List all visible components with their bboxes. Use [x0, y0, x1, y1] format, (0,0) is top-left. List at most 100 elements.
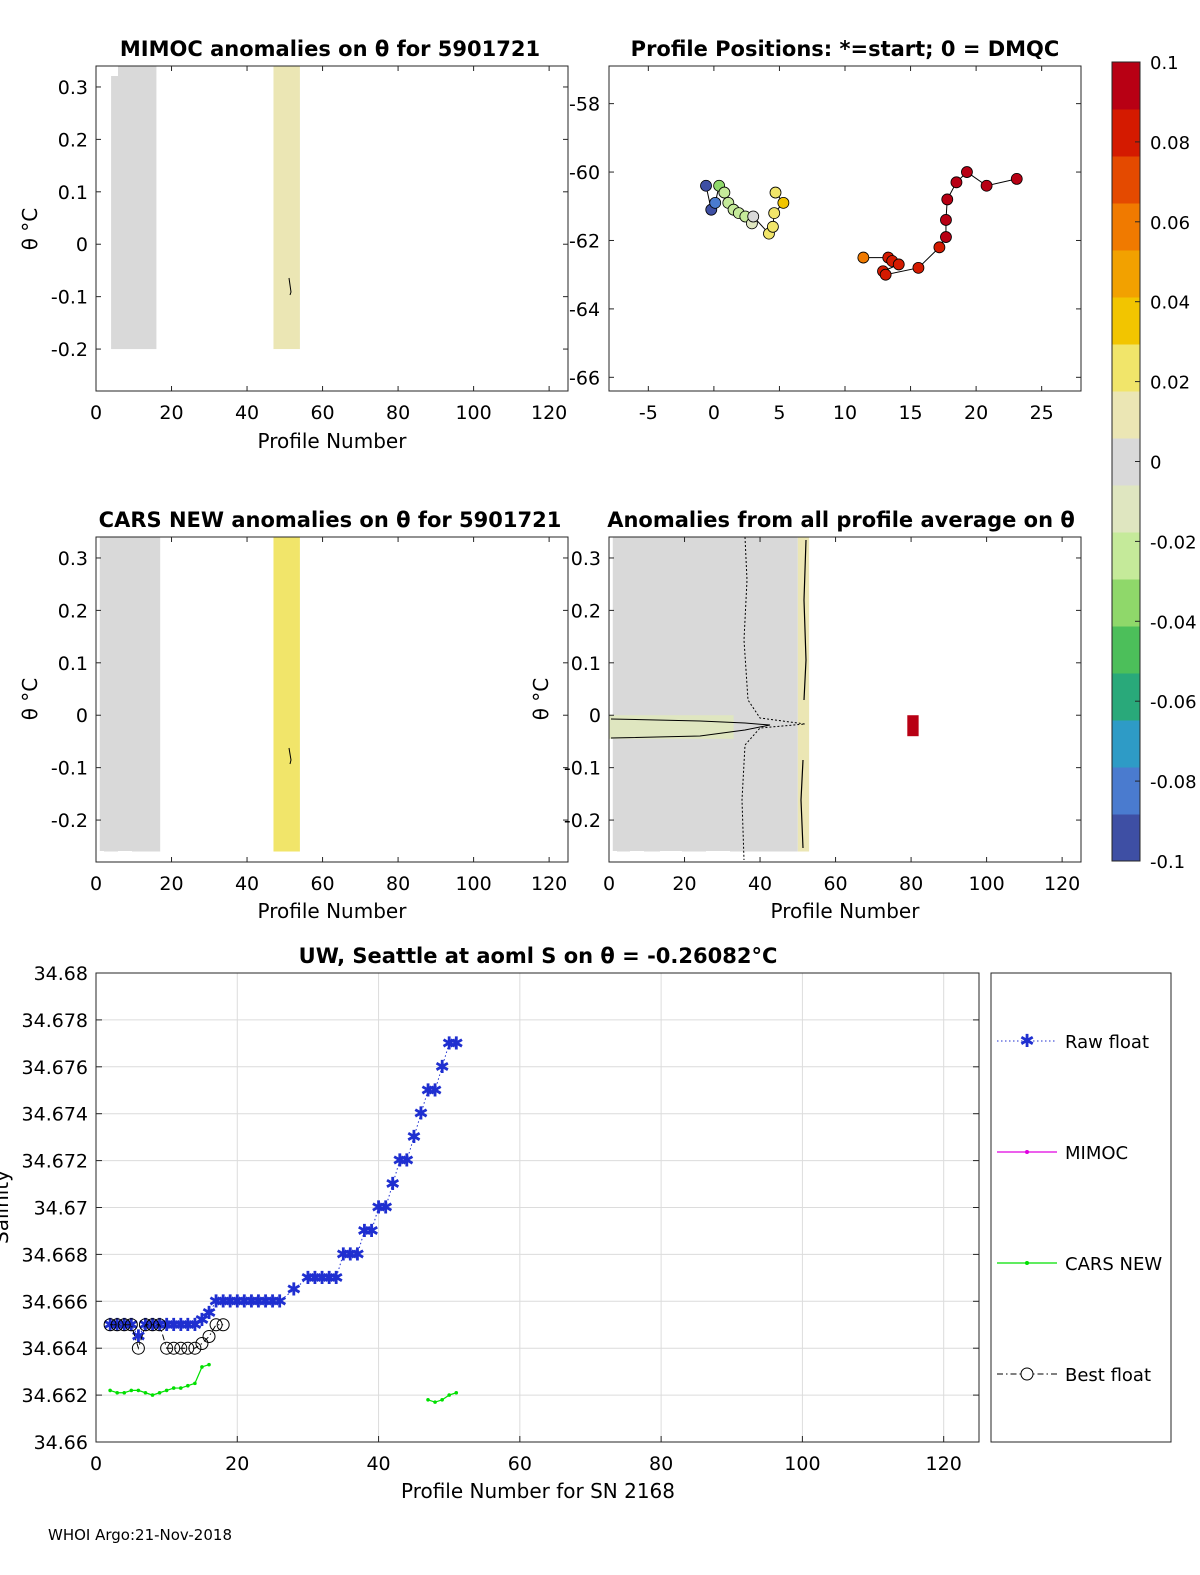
colorbar-band — [1112, 485, 1140, 533]
salinity-panel: UW, Seattle at aoml S on θ = -0.26082°C … — [0, 944, 980, 1503]
raw-float-point: ✱ — [258, 1291, 273, 1312]
cars-new-point — [193, 1381, 197, 1386]
profile-position-point — [912, 261, 925, 274]
ytick-label: 34.672 — [22, 1151, 88, 1173]
colorbar-band — [1112, 720, 1140, 768]
xtick-label: 20 — [225, 1453, 249, 1475]
best-float-point — [209, 1318, 223, 1332]
allprof-mask — [630, 851, 644, 862]
xtick-label: 40 — [235, 873, 259, 895]
legend-entry-mimoc: MIMOC — [997, 1143, 1128, 1164]
salinity-title: UW, Seattle at aoml S on θ = -0.26082°C — [299, 944, 778, 968]
cars-new-point — [129, 1388, 134, 1393]
profile-position-point — [777, 196, 790, 209]
raw-float-point: ✱ — [406, 1127, 421, 1148]
ytick-label: -0.2 — [564, 810, 601, 832]
ytick-label: 0.3 — [58, 77, 88, 99]
xtick-label: 100 — [968, 873, 1004, 895]
raw-float-point: ✱ — [435, 1057, 450, 1078]
xtick-label: 120 — [926, 1453, 962, 1475]
profile-position-point — [879, 268, 892, 281]
raw-float-point: ✱ — [322, 1268, 337, 1289]
cars-new-point — [186, 1383, 190, 1388]
heatmap-cell — [99, 537, 161, 852]
allprof-title: Anomalies from all profile average on θ — [607, 508, 1075, 532]
raw-float-point: ✱ — [244, 1291, 259, 1312]
ytick-label: -66 — [569, 367, 600, 389]
profile-position-point — [980, 179, 993, 192]
ytick-label: -0.1 — [51, 287, 88, 309]
xtick-label: -5 — [639, 402, 658, 424]
raw-float-point: ✱ — [300, 1268, 315, 1289]
raw-float-point: ✱ — [336, 1244, 351, 1265]
legend-box — [990, 972, 1172, 1443]
cars-axes-box — [95, 536, 569, 863]
salinity-xlabel: Profile Number for SN 2168 — [401, 1479, 675, 1503]
allprof-xticks: 0 20 40 60 80 100 120 — [603, 537, 1080, 895]
colorbar-band — [1112, 344, 1140, 392]
footer-note: WHOI Argo:21-Nov-2018 — [48, 1526, 232, 1544]
raw-float-point: ✱ — [350, 1244, 365, 1265]
profile-position-point — [940, 231, 952, 243]
legend-marker-best — [1020, 1367, 1034, 1381]
profile-position-point — [718, 186, 731, 199]
heatmap-cell — [612, 537, 798, 852]
mimoc-ylabel: θ °C — [18, 208, 42, 251]
mimoc-heatmap — [111, 66, 300, 350]
salinity-xticks: 0 20 40 60 80 100 120 — [90, 1436, 962, 1475]
colorbar-band — [1112, 297, 1140, 345]
colorbar-bands — [1112, 62, 1140, 862]
ytick-label: 34.676 — [22, 1057, 88, 1079]
allprof-contour-solid — [610, 718, 771, 739]
legend-label-raw: Raw float — [1065, 1032, 1149, 1053]
colorbar-band — [1112, 156, 1140, 204]
colorbar-band — [1112, 391, 1140, 439]
ytick-label: 34.664 — [22, 1338, 88, 1360]
positions-yticks: -58 -60 -62 -64 -66 — [569, 94, 1081, 389]
legend-label-best: Best float — [1065, 1365, 1151, 1386]
allprof-ylabel: θ °C — [529, 678, 553, 721]
xtick-label: 120 — [1044, 873, 1080, 895]
ytick-label: 34.66 — [34, 1432, 88, 1454]
ytick-label: 0.1 — [58, 182, 88, 204]
colorbar-ticks: 0.1 0.08 0.06 0.04 0.02 0 -0.02 -0.04 -0.06 -0.08… — [1135, 53, 1197, 873]
profile-position-point — [747, 210, 760, 223]
colorbar-band — [1112, 203, 1140, 251]
ytick-label: 34.668 — [22, 1244, 88, 1266]
xtick-label: 0 — [90, 873, 102, 895]
cars-mask — [118, 851, 132, 862]
allprof-xlabel: Profile Number — [771, 899, 921, 923]
raw-float-point: ✱ — [131, 1326, 146, 1347]
raw-float-point: ✱ — [223, 1291, 238, 1312]
best-float-point — [124, 1318, 138, 1332]
raw-float-point: ✱ — [173, 1315, 188, 1336]
xtick-label: 120 — [531, 873, 567, 895]
raw-float-point: ✱ — [230, 1291, 245, 1312]
colorbar-band — [1112, 579, 1140, 627]
cars-new-point — [157, 1390, 162, 1395]
allprof-yticks: -0.2 -0.1 0 0.1 0.2 0.3 — [564, 548, 1081, 832]
best-float-point — [146, 1318, 160, 1332]
ytick-label: 0.2 — [58, 129, 88, 151]
colorbar: 0.1 0.08 0.06 0.04 0.02 0 -0.02 -0.04 -0.06 -0.08… — [1111, 53, 1197, 873]
heatmap-cell — [273, 66, 300, 350]
cars-new-point — [150, 1393, 155, 1397]
heatmap-cell — [111, 66, 157, 350]
mimoc-mask — [96, 66, 110, 76]
colorbar-band — [1112, 626, 1140, 674]
allprof-heatmap — [609, 537, 919, 852]
xtick-label: 80 — [386, 402, 410, 424]
raw-float-point: ✱ — [343, 1244, 358, 1265]
raw-float-point: ✱ — [315, 1268, 330, 1289]
best-float-point — [160, 1341, 174, 1355]
mimoc-panel: MIMOC anomalies on θ for 5901721 0 20 40 60… — [18, 37, 569, 453]
raw-float-point: ✱ — [399, 1151, 414, 1172]
mimoc-contour — [288, 277, 292, 296]
raw-float-point: ✱ — [251, 1291, 266, 1312]
ytick-label: -0.2 — [51, 810, 88, 832]
ytick-label: -62 — [569, 230, 600, 252]
xtick-label: 60 — [310, 873, 334, 895]
salinity-series: ✱✱✱✱✱✱✱✱✱✱✱✱✱✱✱✱✱✱✱✱✱✱✱✱✱✱✱✱✱✱✱✱✱✱✱✱✱✱✱✱… — [103, 1033, 464, 1404]
best-float-point — [153, 1318, 167, 1332]
best-float-point — [195, 1337, 209, 1351]
